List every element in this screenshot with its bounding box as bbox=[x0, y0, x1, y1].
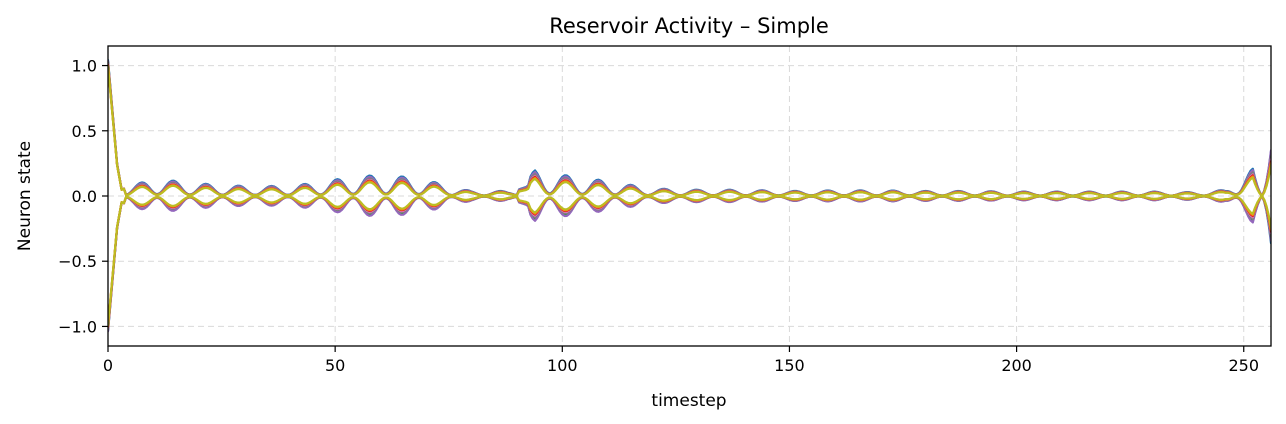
grid bbox=[107, 46, 1271, 346]
series-line-4 bbox=[108, 152, 1271, 331]
y-tick-label: 0.5 bbox=[72, 122, 97, 141]
x-tick-label: 200 bbox=[1001, 356, 1032, 375]
x-tick-label: 150 bbox=[774, 356, 805, 375]
series-line-12 bbox=[108, 158, 1271, 329]
x-tick-label: 50 bbox=[325, 356, 345, 375]
series-line-3 bbox=[108, 60, 1271, 241]
series-line-14 bbox=[108, 160, 1271, 328]
series-line-2 bbox=[108, 150, 1271, 332]
series-line-17 bbox=[108, 65, 1271, 229]
y-tick-label: −0.5 bbox=[58, 252, 97, 271]
series-line-8 bbox=[108, 156, 1271, 330]
series-line-9 bbox=[108, 61, 1271, 238]
series-line-11 bbox=[108, 63, 1271, 235]
x-axis-title: timestep bbox=[651, 391, 726, 411]
series-line-13 bbox=[108, 63, 1271, 233]
series-line-5 bbox=[108, 59, 1271, 242]
series-line-10 bbox=[108, 155, 1271, 330]
series-line-6 bbox=[108, 149, 1271, 333]
y-axis-title: Neuron state bbox=[15, 141, 35, 251]
series-lines bbox=[108, 58, 1271, 333]
y-tick-label: −1.0 bbox=[58, 317, 97, 336]
x-tick-label: 100 bbox=[547, 356, 578, 375]
series-line-18 bbox=[108, 164, 1271, 327]
y-tick-label: 1.0 bbox=[72, 57, 97, 76]
series-line-15 bbox=[108, 64, 1271, 231]
series-line-1 bbox=[108, 58, 1271, 245]
x-tick-label: 0 bbox=[103, 356, 113, 375]
series-line-16 bbox=[108, 162, 1271, 328]
y-tick-label: 0.0 bbox=[72, 187, 97, 206]
x-axis: 0 50 100 150 200 250 bbox=[103, 346, 1259, 375]
x-tick-label: 250 bbox=[1228, 356, 1259, 375]
y-axis: −1.0 −0.5 0.0 0.5 1.0 bbox=[58, 57, 108, 336]
chart-title: Reservoir Activity – Simple bbox=[549, 14, 829, 38]
series-line-7 bbox=[108, 62, 1271, 237]
